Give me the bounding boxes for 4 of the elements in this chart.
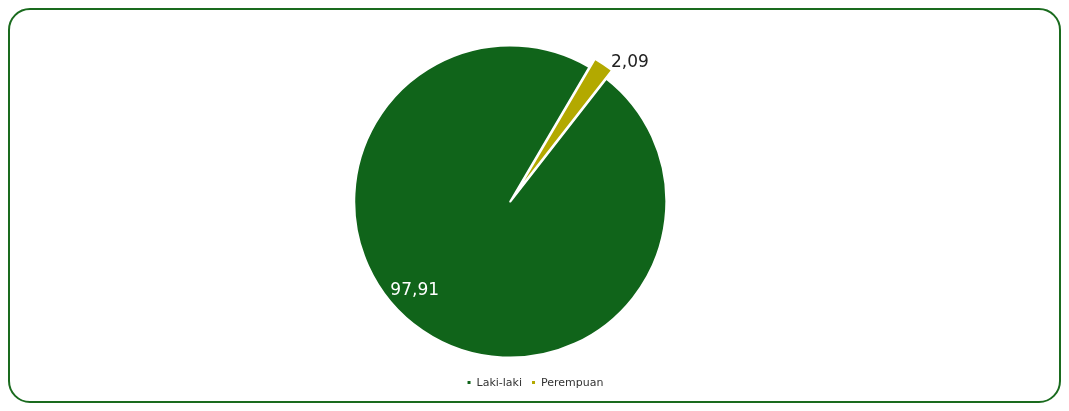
data-label: 97,91 (390, 278, 440, 299)
data-label: 2,09 (610, 50, 649, 71)
legend-label: Laki-laki (476, 376, 523, 389)
legend-label: Perempuan (541, 376, 604, 389)
